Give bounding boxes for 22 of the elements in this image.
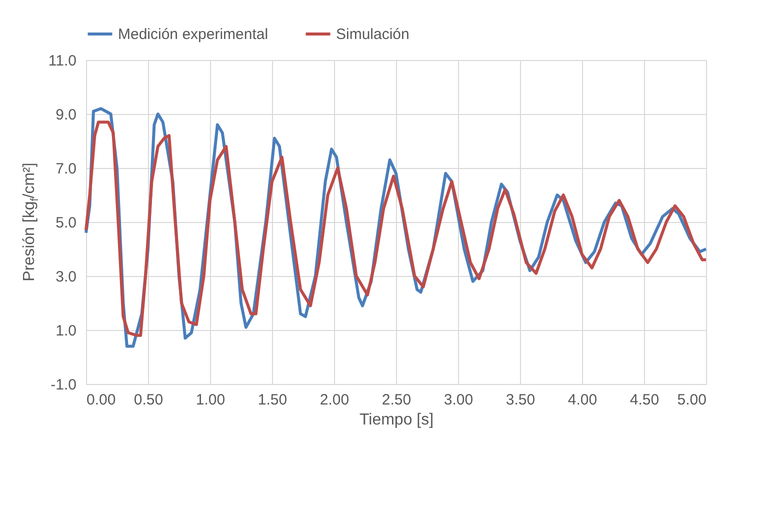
x-tick-label: 0.50 [134,392,164,408]
x-tick-label: 5.00 [677,392,706,408]
x-tick-label: 2.00 [320,392,350,408]
x-tick-label: 2.50 [382,392,412,408]
y-axis-title: Presión [kgf/cm²] [21,162,41,282]
x-tick-label: 1.50 [258,392,288,408]
y-tick-label: -1.0 [50,376,76,394]
x-tick-label: 4.50 [630,392,660,408]
y-tick-label: 11.0 [48,52,76,70]
y-tick-label: 9.0 [56,106,76,124]
x-tick-label: 1.00 [196,392,226,408]
x-tick-label: 0.00 [86,392,116,408]
x-tick-label: 3.50 [506,392,536,408]
y-tick-label: 7.0 [56,160,76,178]
x-axis-title: Tiempo [s] [359,412,434,428]
y-tick-label: 1.0 [56,322,76,340]
legend-label: Simulación [336,26,410,43]
y-tick-label: 3.0 [56,268,76,286]
legend-label: Medición experimental [118,26,268,43]
x-tick-label: 3.00 [444,392,474,408]
x-tick-label: 4.00 [568,392,598,408]
y-tick-label: 5.0 [56,214,76,232]
